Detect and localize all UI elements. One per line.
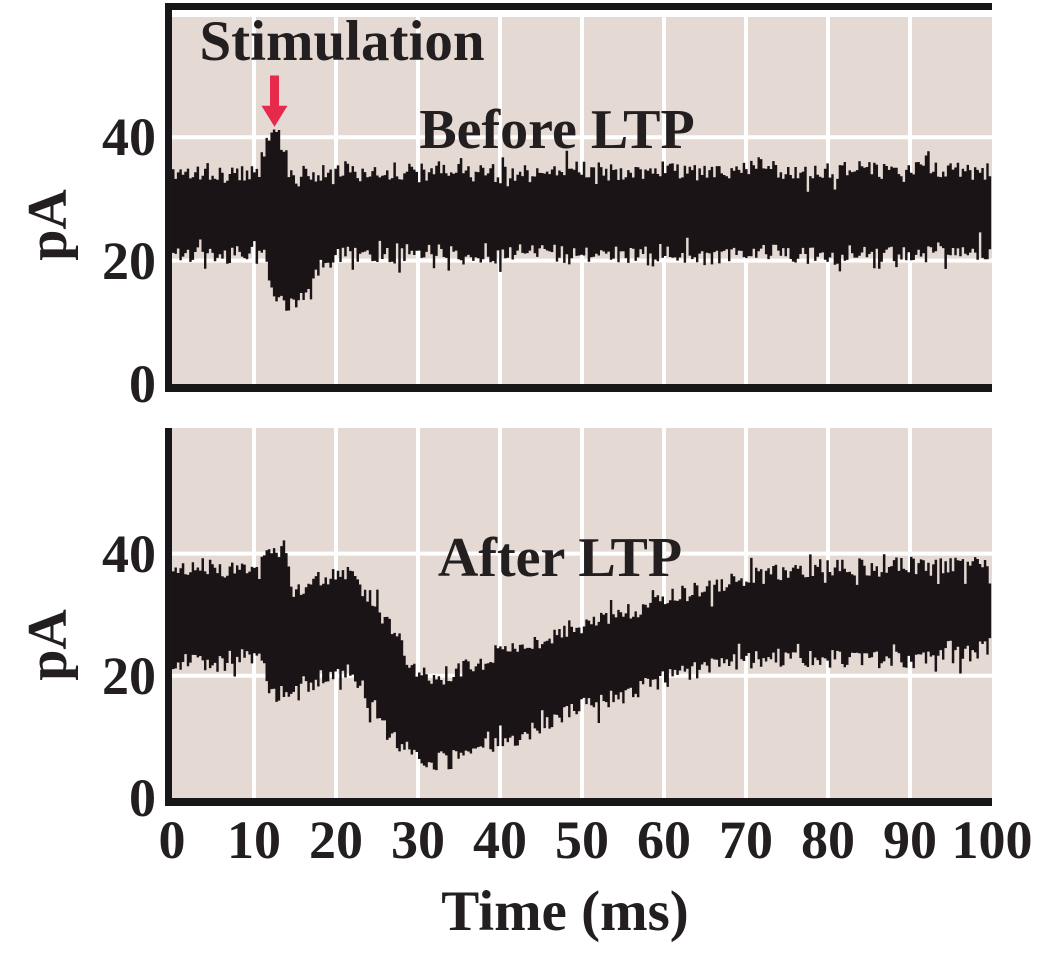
y-tick-label: 40 [102,523,156,584]
x-tick-label: 10 [227,810,281,870]
x-tick-label: 90 [883,810,937,870]
axes [165,428,992,806]
before-ltp-title: Before LTP [419,99,695,161]
x-tick-label: 50 [555,810,609,870]
x-tick-label: 40 [473,810,527,870]
after-ltp-trace [172,540,992,771]
y-tick-label: 20 [102,230,156,291]
x-tick-label: 70 [719,810,773,870]
x-tick-label: 20 [309,810,363,870]
x-tick-label: 60 [637,810,691,870]
axes [165,3,992,392]
y-tick-label: 0 [129,768,156,828]
x-tick-label: 0 [158,810,186,870]
y-tick-label: 20 [102,645,156,706]
y-tick-label: 40 [102,107,156,168]
x-tick-label: 80 [801,810,855,870]
x-tick-label: 30 [391,810,445,870]
stimulation-annotation: Stimulation [199,10,485,73]
x-axis-title: Time (ms) [441,880,689,943]
x-tick-label: 100 [951,810,1033,870]
stimulation-arrow-icon [261,75,288,127]
y-tick-label: 0 [129,354,156,414]
before-ltp-trace [172,129,992,311]
after-ltp-title: After LTP [437,527,683,589]
